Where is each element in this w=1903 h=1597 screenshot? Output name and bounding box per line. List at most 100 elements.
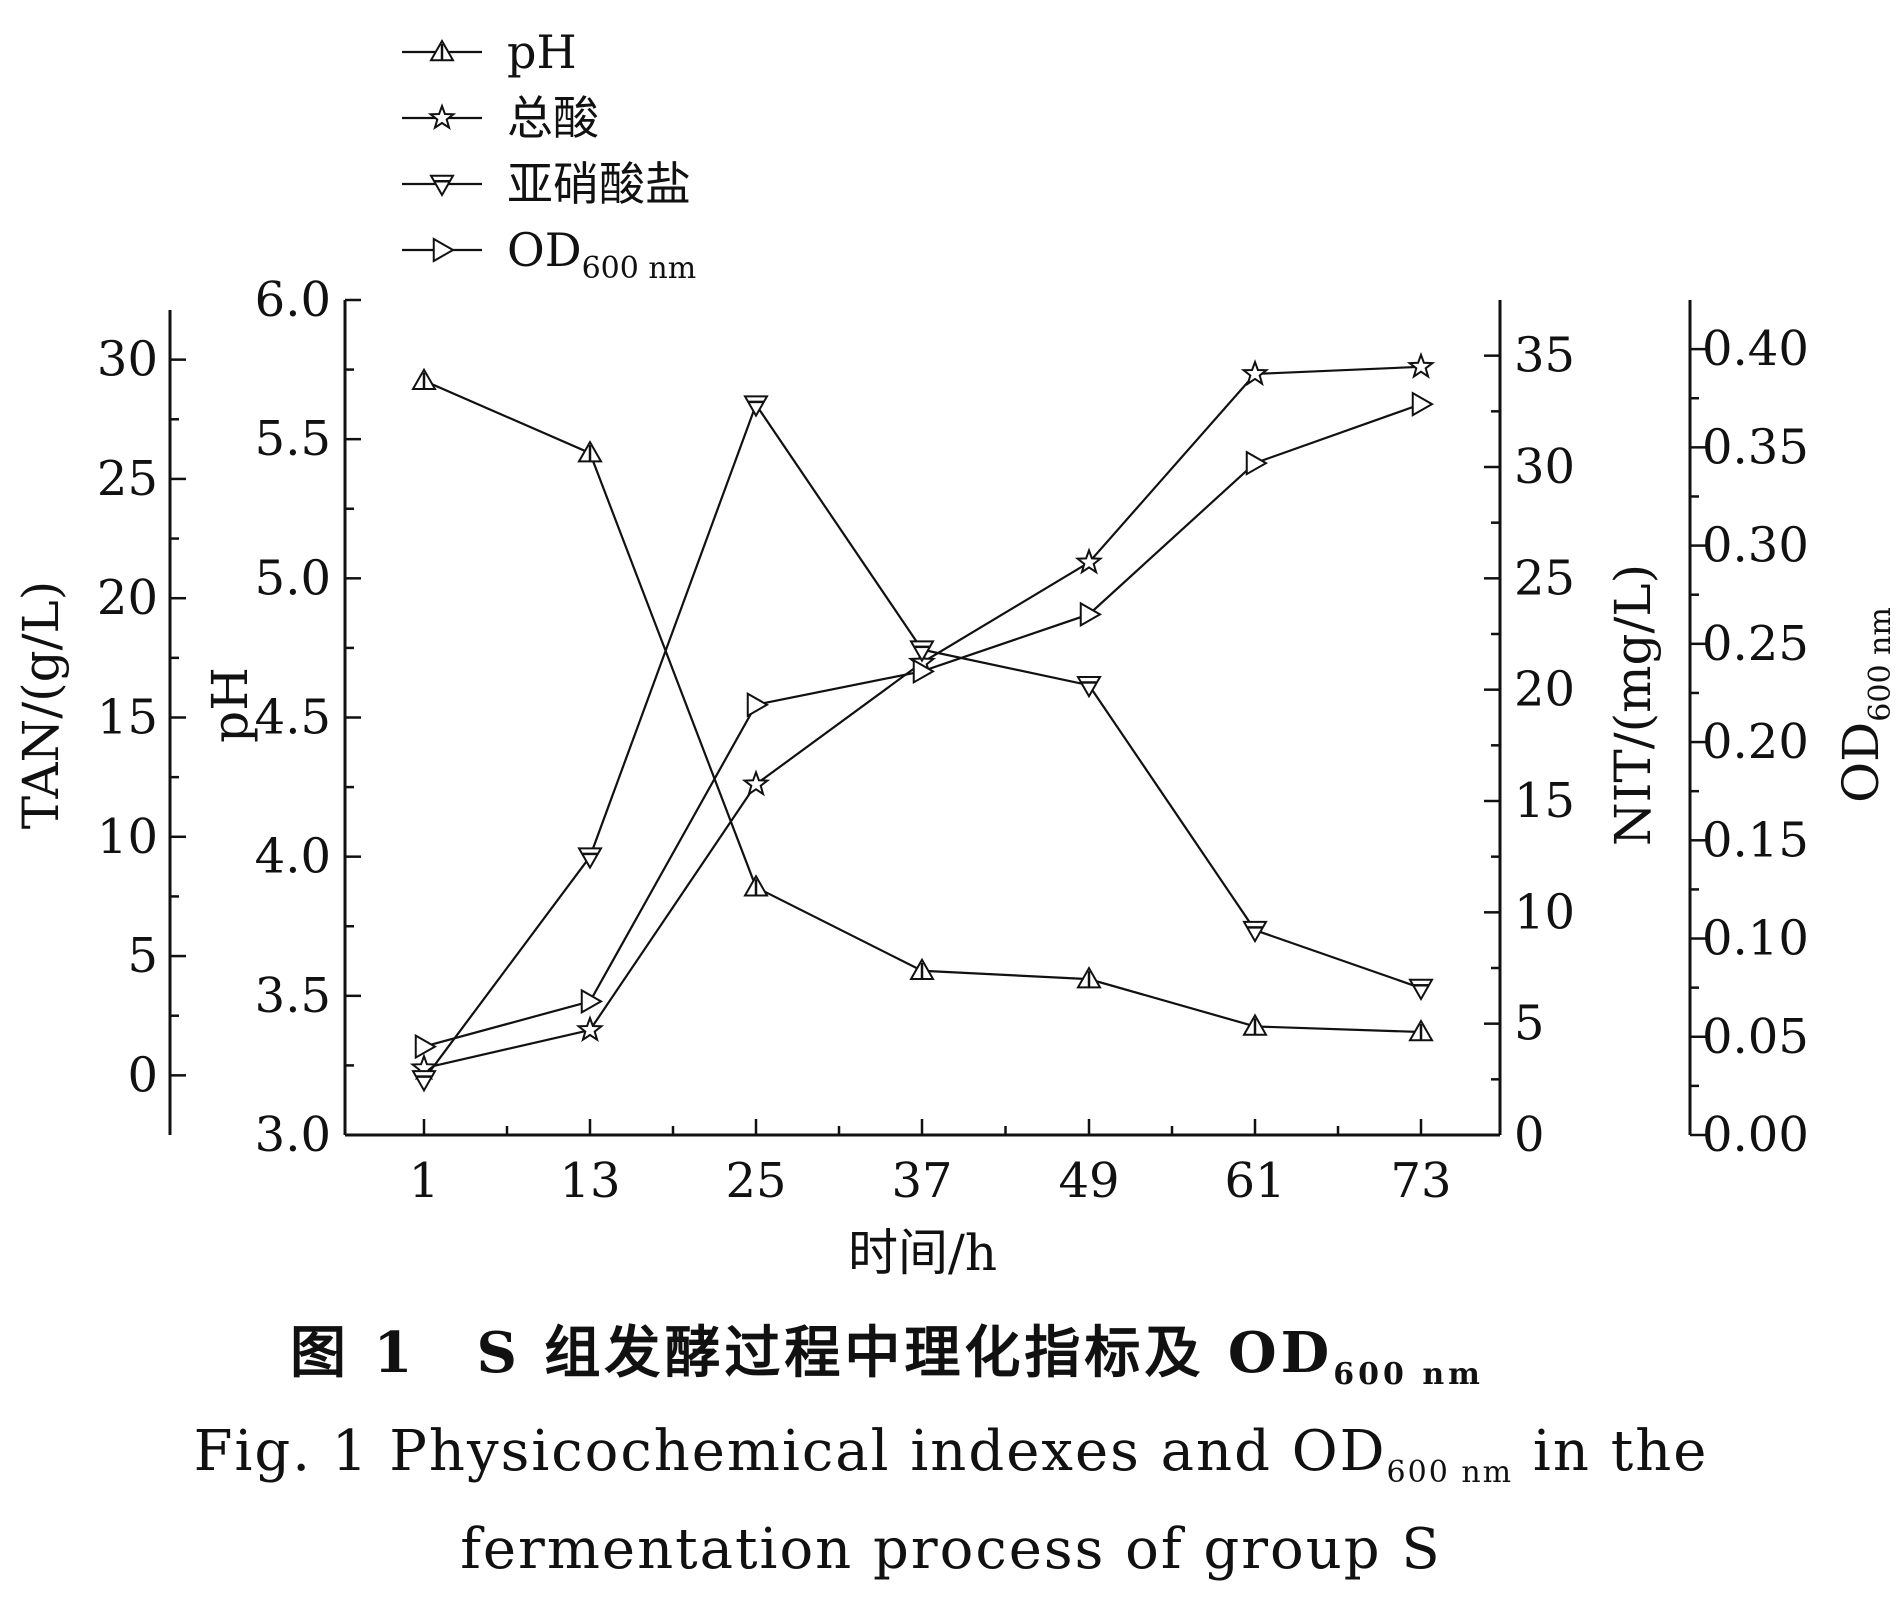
marker-shape: [1074, 547, 1104, 575]
caption-chinese: 图 1 S 组发酵过程中理化指标及 OD600 nm: [290, 1320, 1484, 1392]
marker-shape: [580, 988, 604, 1015]
data-point-od: [912, 658, 936, 685]
data-point-od: [1245, 450, 1269, 476]
series-line-od: [423, 403, 1422, 1048]
y-tick-label: 35: [1514, 328, 1575, 384]
legend-marker: [429, 174, 455, 198]
marker-shape: [414, 1033, 438, 1060]
data-point-ph: [743, 874, 769, 897]
legend-marker: [432, 237, 456, 263]
caption-english-line1: Fig. 1 Physicochemical indexes and OD600…: [194, 1419, 1709, 1490]
y-tick-label: 4.0: [255, 829, 331, 885]
marker-shape: [1076, 675, 1102, 699]
y-tick-label: 0.00: [1702, 1107, 1809, 1163]
y-tick-label: 10: [97, 809, 158, 865]
marker-shape: [577, 847, 603, 870]
marker-shape: [746, 692, 770, 718]
x-tick-label: 73: [1390, 1153, 1451, 1209]
y-tick-label: 25: [97, 451, 158, 507]
marker-shape: [741, 769, 771, 797]
x-tick-label: 49: [1058, 1153, 1119, 1209]
data-point-ph: [909, 957, 935, 981]
data-point-tan: [1240, 359, 1270, 387]
y-tick-label: 0.20: [1702, 714, 1809, 770]
data-point-nit: [577, 847, 603, 870]
data-point-nit: [1076, 675, 1102, 699]
x-tick-label: 37: [891, 1153, 952, 1209]
data-point-od: [1411, 391, 1435, 417]
y-tick-label: 0.15: [1702, 812, 1809, 868]
x-tick-label: 61: [1224, 1153, 1285, 1209]
y-tick-label: 6.0: [255, 272, 331, 328]
marker-shape: [411, 1070, 437, 1093]
x-tick-label: 13: [559, 1153, 620, 1209]
y-tick-label: 10: [1514, 884, 1575, 940]
y-tick-label: 0.35: [1702, 419, 1809, 475]
data-point-tan: [741, 769, 771, 797]
nit-axis-title: NIT/(mg/L): [1604, 564, 1662, 846]
y-tick-label: 4.5: [255, 690, 331, 746]
marker-shape: [575, 1015, 605, 1043]
marker-shape: [912, 658, 936, 685]
legend-marker: [429, 38, 455, 62]
x-tick-label: 1: [409, 1153, 440, 1209]
y-tick-label: 0.40: [1702, 321, 1809, 377]
data-point-ph: [577, 440, 603, 463]
y-tick-label: 0.30: [1702, 518, 1809, 574]
y-tick-label: 5: [127, 928, 158, 984]
y-tick-label: 5: [1514, 996, 1545, 1052]
data-point-nit: [1242, 920, 1268, 944]
data-point-ph: [1076, 966, 1102, 989]
y-tick-label: 20: [97, 570, 158, 626]
x-axis-title: 时间/h: [848, 1224, 997, 1282]
legend-label: OD600 nm: [507, 223, 696, 286]
figure-caption: 图 1 S 组发酵过程中理化指标及 OD600 nm Fig. 1 Physic…: [194, 1320, 1709, 1582]
marker-shape: [1240, 359, 1270, 387]
y-tick-label: 30: [97, 332, 158, 388]
marker-shape: [1079, 601, 1103, 628]
data-point-nit: [1408, 978, 1434, 1002]
caption-english-line2: fermentation process of group S: [460, 1517, 1442, 1582]
y-tick-label: 0: [127, 1047, 158, 1103]
x-tick-label: 25: [725, 1153, 786, 1209]
data-point-tan: [1406, 351, 1436, 379]
data-point-tan: [1074, 547, 1104, 575]
y-tick-label: 5.5: [255, 411, 331, 467]
marker-shape: [1411, 391, 1435, 417]
data-point-od: [1079, 601, 1103, 628]
y-tick-label: 3.5: [255, 968, 331, 1024]
marker-shape: [1245, 450, 1269, 476]
y-tick-label: 15: [97, 690, 158, 746]
data-point-nit: [909, 640, 935, 663]
data-point-nit: [411, 1070, 437, 1093]
marker-shape: [1242, 920, 1268, 944]
y-tick-label: 0.25: [1702, 616, 1809, 672]
data-point-od: [746, 692, 770, 718]
legend-label: pH: [507, 25, 577, 79]
marker-shape: [1406, 351, 1436, 379]
ph-axis-title: pH: [201, 667, 259, 743]
series-line-ph: [423, 379, 1422, 1034]
y-tick-label: 20: [1514, 662, 1575, 718]
marker-shape: [429, 174, 455, 198]
legend-marker: [427, 103, 457, 131]
data-point-tan: [575, 1015, 605, 1043]
y-tick-label: 0: [1514, 1107, 1545, 1163]
y-tick-label: 0.10: [1702, 911, 1809, 967]
data-point-ph: [411, 367, 437, 390]
legend-label: 总酸: [507, 91, 599, 145]
data-point-nit: [743, 395, 769, 418]
data-point-od: [580, 988, 604, 1015]
marker-shape: [743, 395, 769, 418]
y-tick-label: 25: [1514, 550, 1575, 606]
marker-shape: [432, 237, 456, 263]
data-point-ph: [1408, 1019, 1434, 1042]
axes: 1 13 25 37 49 61 73 时间/h 3.0 3.5 4.0 4.5 5.0 5.5 6.0 pH…: [12, 272, 1898, 1282]
y-tick-label: 15: [1514, 773, 1575, 829]
data-point-od: [414, 1033, 438, 1060]
y-tick-label: 0.05: [1702, 1009, 1809, 1065]
y-tick-label: 3.0: [255, 1107, 331, 1163]
od-axis-title: OD600 nm: [1832, 607, 1898, 803]
